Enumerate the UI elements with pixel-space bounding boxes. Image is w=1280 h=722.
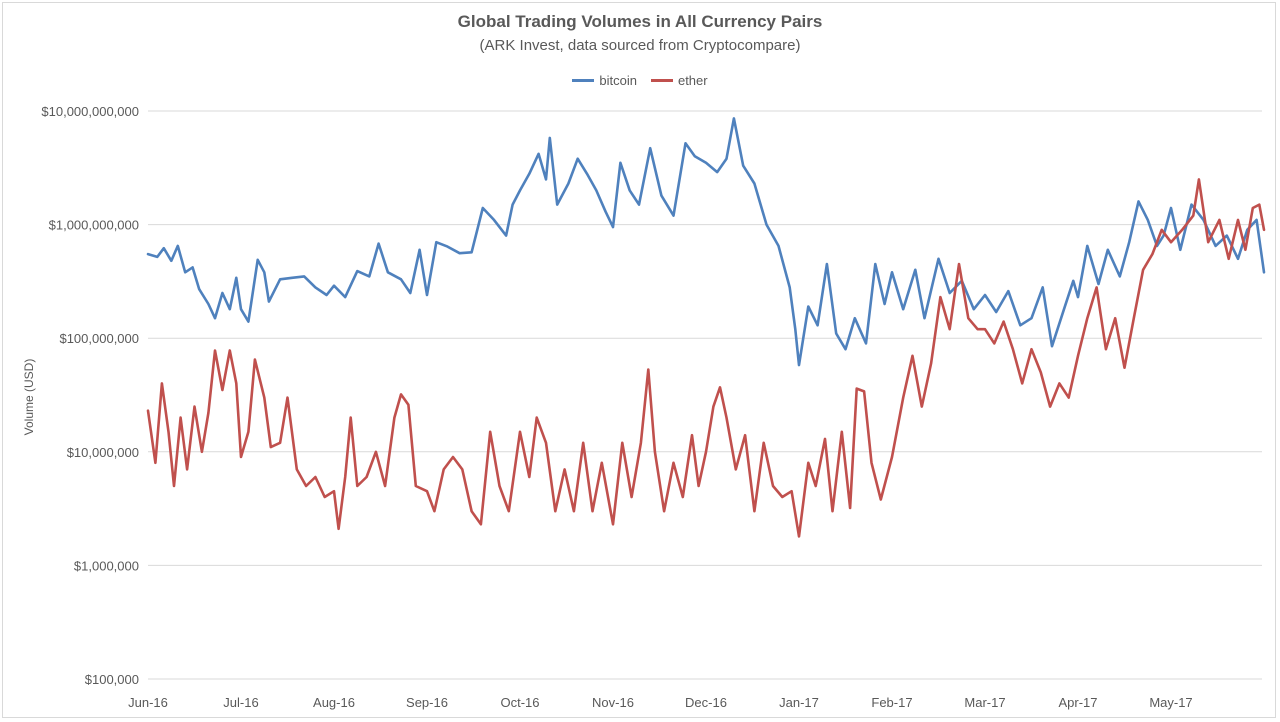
y-tick-label: $1,000,000,000 (49, 218, 139, 233)
chart-title: Global Trading Volumes in All Currency P… (457, 12, 823, 31)
y-tick-label: $100,000,000 (59, 331, 139, 346)
x-tick-label: Nov-16 (592, 695, 634, 710)
x-tick-label: May-17 (1149, 695, 1192, 710)
y-tick-label: $100,000 (85, 672, 139, 687)
x-tick-label: Jun-16 (128, 695, 168, 710)
y-tick-label: $10,000,000 (67, 445, 139, 460)
y-tick-label: $10,000,000,000 (41, 104, 139, 119)
legend-label-bitcoin: bitcoin (599, 73, 637, 88)
x-tick-label: Dec-16 (685, 695, 727, 710)
legend-item-bitcoin: bitcoin (572, 73, 637, 88)
legend-label-ether: ether (677, 73, 708, 88)
x-tick-label: Jan-17 (779, 695, 819, 710)
x-tick-label: Mar-17 (964, 695, 1005, 710)
x-tick-label: Apr-17 (1058, 695, 1097, 710)
y-tick-label: $1,000,000 (74, 558, 139, 573)
x-tick-label: Jul-16 (223, 695, 258, 710)
x-tick-label: Oct-16 (500, 695, 539, 710)
series-line-bitcoin (146, 117, 1266, 367)
legend-swatch-bitcoin (572, 79, 595, 82)
x-tick-label: Sep-16 (406, 695, 448, 710)
x-tick-label: Feb-17 (871, 695, 912, 710)
legend-item-ether: ether (650, 73, 708, 88)
chart-legend: bitcoin ether (0, 73, 1280, 88)
x-tick-label: Aug-16 (313, 695, 355, 710)
chart-subtitle: (ARK Invest, data sourced from Cryptocom… (479, 37, 801, 54)
legend-swatch-ether (650, 79, 673, 82)
series-line-ether (146, 178, 1266, 538)
